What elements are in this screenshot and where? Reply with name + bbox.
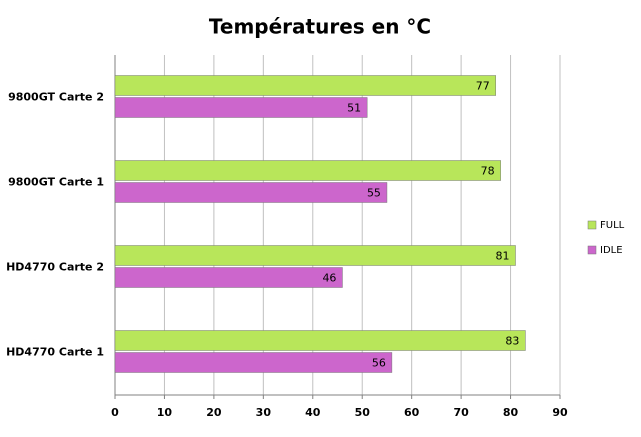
bar — [114, 245, 516, 266]
x-tick-label: 50 — [355, 406, 371, 419]
bar — [114, 182, 388, 203]
x-tick-label: 30 — [256, 406, 272, 419]
value-label: 55 — [367, 187, 381, 200]
y-tick-label: 9800GT Carte 2 — [8, 91, 104, 104]
bar — [114, 75, 496, 96]
y-tick-label: HD4770 Carte 2 — [6, 261, 104, 274]
value-label: 46 — [322, 272, 336, 285]
bar — [114, 97, 368, 118]
x-tick-label: 90 — [552, 406, 568, 419]
x-tick-label: 80 — [503, 406, 519, 419]
x-tick-label: 0 — [111, 406, 119, 419]
bar — [114, 330, 526, 351]
x-tick-label: 10 — [157, 406, 173, 419]
x-tick-label: 20 — [206, 406, 222, 419]
legend-label: FULL — [600, 220, 625, 231]
bar — [114, 352, 393, 373]
chart-title: Températures en °C — [209, 15, 431, 39]
value-label: 83 — [505, 335, 519, 348]
legend-label: IDLE — [600, 245, 623, 256]
legend-swatch — [587, 220, 597, 230]
value-label: 81 — [496, 250, 510, 263]
value-label: 56 — [372, 357, 386, 370]
value-label: 51 — [347, 102, 361, 115]
legend-swatch — [587, 245, 597, 255]
y-tick-label: 9800GT Carte 1 — [8, 176, 104, 189]
x-tick-label: 70 — [453, 406, 469, 419]
bar — [114, 267, 343, 288]
x-tick-label: 60 — [404, 406, 420, 419]
value-label: 77 — [476, 80, 490, 93]
y-tick-label: HD4770 Carte 1 — [6, 346, 104, 359]
x-tick-label: 40 — [305, 406, 321, 419]
value-label: 78 — [481, 165, 495, 178]
bar — [114, 160, 501, 181]
